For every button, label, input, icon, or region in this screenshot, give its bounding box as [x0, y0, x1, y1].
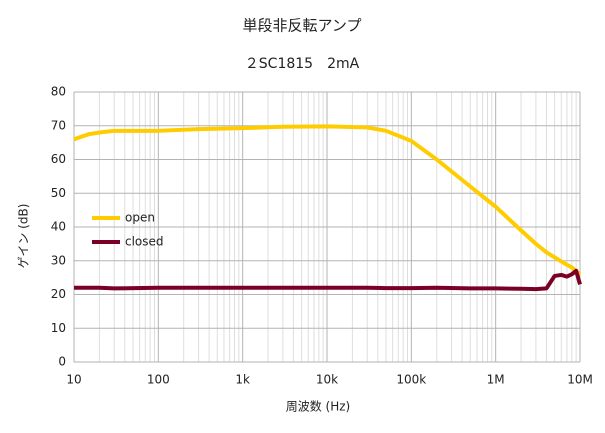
- y-tick-label: 60: [51, 152, 66, 166]
- chart-title: 単段非反転アンプ: [243, 17, 362, 35]
- x-axis-label: 周波数 (Hz): [286, 399, 351, 414]
- legend-label: open: [125, 211, 155, 225]
- y-tick-label: 50: [51, 186, 66, 200]
- y-axis-label: ゲイン (dB): [17, 204, 31, 269]
- x-tick-label: 100k: [396, 373, 426, 387]
- y-tick-label: 0: [58, 355, 66, 369]
- series-line: [74, 268, 582, 292]
- y-tick-label: 10: [51, 321, 66, 335]
- legend-label: closed: [125, 235, 164, 249]
- x-tick-label: 10: [66, 373, 81, 387]
- y-tick-label: 30: [51, 253, 66, 267]
- series-line: [73, 124, 582, 276]
- y-tick-label: 70: [51, 118, 66, 132]
- x-tick-label: 100: [147, 373, 170, 387]
- x-tick-label: 1M: [487, 373, 505, 387]
- y-tick-label: 20: [51, 287, 66, 301]
- y-tick-label: 40: [51, 220, 66, 234]
- x-tick-label: 10M: [567, 373, 593, 387]
- chart-subtitle: ２SC1815 2mA: [245, 56, 360, 72]
- y-tick-label: 80: [51, 85, 66, 99]
- x-tick-label: 1k: [235, 373, 250, 387]
- x-tick-label: 10k: [316, 373, 338, 387]
